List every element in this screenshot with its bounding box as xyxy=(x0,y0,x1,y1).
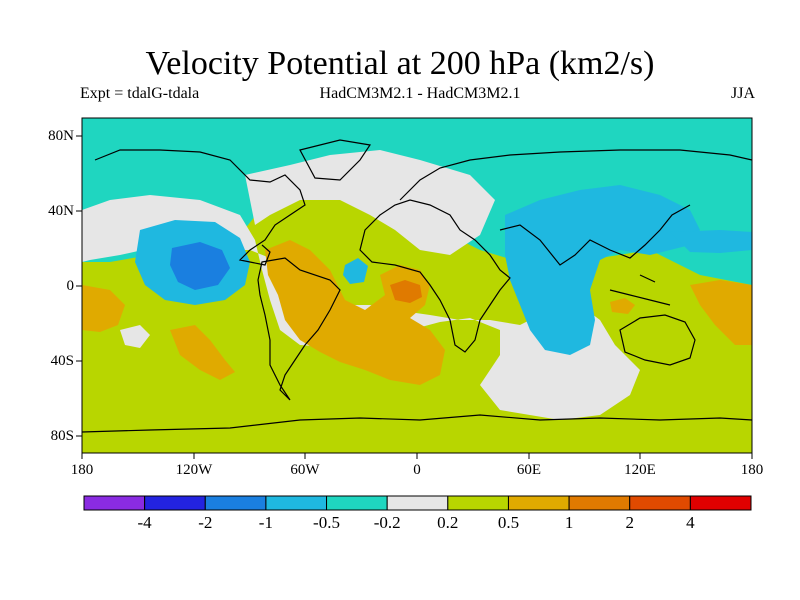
field-orange-southpacific xyxy=(170,325,235,380)
field-blue-asia xyxy=(505,185,700,355)
coast-antarctica xyxy=(82,414,752,433)
field-darkblue-pacific xyxy=(170,242,230,290)
contour-field xyxy=(82,118,752,453)
model-label: HadCM3M2.1 - HadCM3M2.1 xyxy=(319,85,521,102)
colorbar-label: -0.2 xyxy=(373,513,401,532)
lat-label-80s: 80S xyxy=(50,428,74,444)
field-orange-atlantic xyxy=(265,240,445,385)
colorbar-label: -4 xyxy=(137,513,152,532)
field-grey-atlantic xyxy=(245,150,495,255)
lon-label-60w: 60W xyxy=(290,462,320,478)
colorbar-label: 4 xyxy=(686,513,695,532)
lon-label-60e: 60E xyxy=(516,462,542,478)
colorbar-label: -1 xyxy=(258,513,273,532)
lon-label-0: 0 xyxy=(413,462,421,478)
experiment-label: Expt = tdalG-tdala xyxy=(80,85,200,102)
colorbar-swatch xyxy=(629,495,691,511)
colorbar xyxy=(83,495,752,511)
colorbar-swatch xyxy=(689,495,752,511)
coast-south-america xyxy=(257,257,341,401)
colorbar-swatch xyxy=(386,495,449,511)
lon-label-120w: 120W xyxy=(175,462,213,478)
field-grey-pacific xyxy=(82,195,640,420)
field-blue-africa xyxy=(343,258,368,284)
lat-label-0: 0 xyxy=(66,278,75,294)
coast-eurasia xyxy=(399,149,752,266)
coast-greenland xyxy=(299,139,372,181)
colorbar-label: 0.2 xyxy=(437,513,459,532)
field-orange-indonesia xyxy=(610,298,635,314)
coast-australia xyxy=(619,314,696,366)
colorbar-label: -0.5 xyxy=(313,513,340,532)
field-orange-westpacific xyxy=(690,280,752,345)
colorbar-swatch xyxy=(265,495,328,511)
coastlines xyxy=(82,139,752,433)
colorbar-swatch xyxy=(144,495,206,511)
field-grey-southpacific xyxy=(120,325,150,348)
coast-indonesia xyxy=(609,274,671,306)
coast-europe-africa xyxy=(359,199,511,353)
axis-ticks xyxy=(76,135,753,459)
colorbar-label: -2 xyxy=(198,513,213,532)
colorbar-swatch xyxy=(83,495,146,511)
colorbar-swatch xyxy=(447,495,509,511)
field-darkorange-africa xyxy=(390,280,422,303)
colorbar-swatch xyxy=(326,495,388,511)
lat-label-40s: 40S xyxy=(50,353,74,369)
lon-label-180e: 180 xyxy=(740,462,764,478)
map-title: Velocity Potential at 200 hPa (km2/s) xyxy=(145,45,655,82)
colorbar-label: 2 xyxy=(625,513,634,532)
colorbar-label: 1 xyxy=(564,513,574,532)
field-blue-westpacific xyxy=(670,230,752,253)
colorbar-swatch xyxy=(568,495,631,511)
colorbar-swatch xyxy=(507,495,570,511)
lat-label-80n: 80N xyxy=(48,128,74,144)
lon-label-120e: 120E xyxy=(624,462,656,478)
lon-label-180w: 180 xyxy=(70,462,94,478)
coast-north-america xyxy=(94,149,306,266)
colorbar-label: 0.5 xyxy=(497,513,520,532)
lat-label-40n: 40N xyxy=(48,203,74,219)
season-label: JJA xyxy=(730,85,755,102)
field-orange-eastpacific xyxy=(82,285,125,332)
colorbar-swatch xyxy=(204,495,267,511)
